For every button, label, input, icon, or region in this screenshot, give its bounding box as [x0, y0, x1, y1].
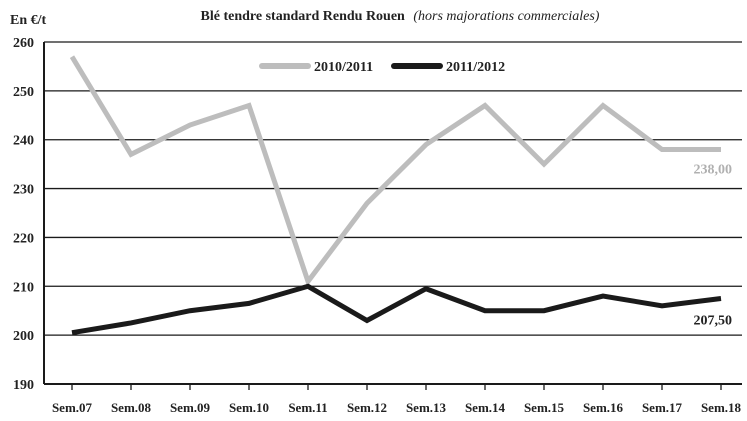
- series-line: [71, 283, 722, 336]
- x-tick-label: Sem.18: [701, 400, 742, 415]
- chart-title-main: Blé tendre standard Rendu Rouen: [201, 9, 406, 24]
- legend-label: 2011/2012: [446, 60, 505, 75]
- y-axis-title: En €/t: [10, 13, 47, 28]
- legend-label: 2010/2011: [314, 60, 373, 75]
- value-annotation: 207,50: [694, 314, 733, 329]
- gridlines: [44, 41, 742, 385]
- y-tick-label: 240: [13, 134, 34, 149]
- series-line: [69, 55, 721, 287]
- x-tick-label: Sem.13: [406, 400, 447, 415]
- y-tick-label: 220: [13, 231, 34, 246]
- x-tick-label: Sem.17: [642, 400, 683, 415]
- x-tick-label: Sem.12: [347, 400, 387, 415]
- x-tick-label: Sem.08: [111, 400, 152, 415]
- y-tick-label: 230: [13, 183, 34, 198]
- x-tick-label: Sem.10: [229, 400, 269, 415]
- value-annotation: 238,00: [694, 162, 733, 177]
- series-lines: [69, 55, 722, 336]
- x-tick-label: Sem.11: [288, 400, 327, 415]
- x-tick-label: Sem.14: [465, 400, 506, 415]
- legend: 2010/2011 2011/2012: [259, 60, 505, 75]
- y-tick-label: 260: [13, 36, 34, 51]
- chart-subtitle: (hors majorations commerciales): [413, 9, 599, 24]
- chart-title: Blé tendre standard Rendu Rouen (hors ma…: [201, 9, 600, 24]
- x-tick-label: Sem.07: [52, 400, 93, 415]
- annotations: 238,00 207,50: [694, 162, 733, 328]
- x-tick-label: Sem.09: [170, 400, 211, 415]
- x-tick-label: Sem.16: [583, 400, 624, 415]
- y-tick-label: 250: [13, 85, 34, 100]
- axes: 190 200 210 220 230 240 250 260 Sem.07 Sem.08 Sem.…: [13, 36, 742, 415]
- y-tick-label: 200: [13, 329, 34, 344]
- y-tick-label: 210: [13, 280, 34, 295]
- x-tick-label: Sem.15: [524, 400, 565, 415]
- y-tick-label: 190: [13, 378, 34, 393]
